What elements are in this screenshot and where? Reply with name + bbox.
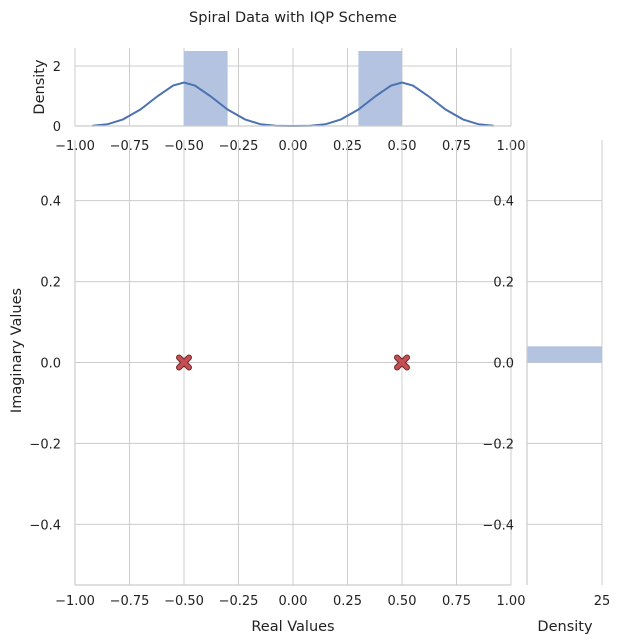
main-x-tick-label: −1.00 <box>55 594 95 609</box>
right-marginal-panel: 25 −0.4 −0.2 0.0 0.2 0.4 Density <box>482 140 610 635</box>
top-marginal-bars <box>184 51 402 126</box>
x-axis-label: Real Values <box>251 619 334 635</box>
top-marginal-panel: 02 −1.00 −0.75 −0.50 −0.25 0.00 0.25 0.50 0.75 1… <box>32 48 525 154</box>
scatter-points <box>176 354 410 371</box>
right-marginal-y-ticks: −0.4 −0.2 0.0 0.2 0.4 <box>482 195 514 534</box>
main-x-ticks: −1.00 −0.75 −0.50 −0.25 0.00 0.25 0.50 0.75 1.00 <box>55 594 525 609</box>
top-y-tick-label: 2 <box>53 60 61 75</box>
main-y-tick-label: −0.2 <box>29 437 61 452</box>
right-y-tick-label: −0.4 <box>482 518 514 533</box>
main-y-tick-label: 0.0 <box>40 357 61 372</box>
main-x-tick-label: −0.25 <box>219 594 259 609</box>
top-marginal-y-label: Density <box>32 59 48 115</box>
scatter-point <box>394 354 410 371</box>
main-x-tick-label: 0.25 <box>333 594 362 609</box>
right-y-tick-label: 0.0 <box>493 357 514 372</box>
main-scatter-panel: −1.00 −0.75 −0.50 −0.25 0.00 0.25 0.50 0.75 1.00… <box>9 140 525 635</box>
top-marginal-x-ticks: −1.00 −0.75 −0.50 −0.25 0.00 0.25 0.50 0.75 1.00 <box>55 139 525 154</box>
main-y-tick-label: 0.4 <box>40 195 61 210</box>
top-marginal-grid <box>74 48 512 127</box>
top-histogram-bar <box>184 51 228 126</box>
right-marginal-x-label: Density <box>537 619 593 635</box>
y-axis-label: Imaginary Values <box>9 288 25 413</box>
main-x-tick-label: 0.00 <box>279 594 308 609</box>
right-x-tick-label: 25 <box>594 594 611 609</box>
right-histogram-bar <box>527 346 602 363</box>
top-y-tick-label: 0 <box>53 120 61 135</box>
right-marginal-bars <box>527 346 602 363</box>
main-x-tick-label: 0.50 <box>388 594 417 609</box>
main-y-tick-label: −0.4 <box>29 518 61 533</box>
main-x-tick-label: 0.75 <box>442 594 471 609</box>
scatter-point <box>176 354 192 371</box>
main-x-tick-label: −0.75 <box>110 594 150 609</box>
top-histogram-bar <box>358 51 402 126</box>
right-y-tick-label: 0.4 <box>493 195 514 210</box>
right-y-tick-label: −0.2 <box>482 437 514 452</box>
top-marginal-y-ticks: 02 <box>53 60 61 135</box>
right-y-tick-label: 0.2 <box>493 276 514 291</box>
main-grid <box>74 140 512 585</box>
main-y-tick-label: 0.2 <box>40 276 61 291</box>
main-y-ticks: −0.4 −0.2 0.0 0.2 0.4 <box>29 195 61 534</box>
right-marginal-x-ticks: 25 <box>594 594 611 609</box>
main-x-tick-label: −0.50 <box>164 594 204 609</box>
chart-title: Spiral Data with IQP Scheme <box>189 10 397 26</box>
main-x-tick-label: 1.00 <box>497 594 526 609</box>
